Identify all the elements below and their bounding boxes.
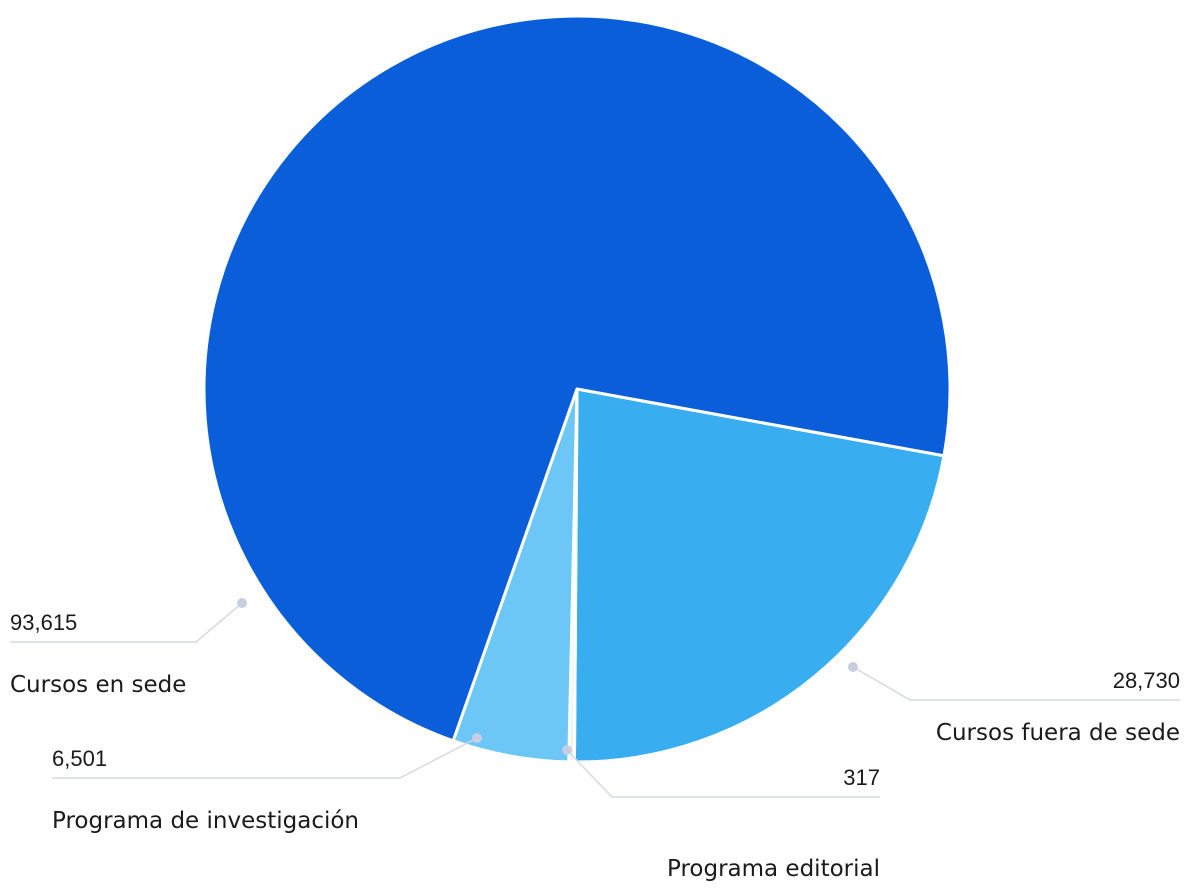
labels-layer: 28,730 Cursos fuera de sede 317 Programa ed… bbox=[10, 598, 1180, 882]
slice-name-label: Cursos en sede bbox=[10, 672, 186, 698]
leader-dot bbox=[472, 733, 482, 743]
leader-line bbox=[10, 602, 243, 643]
slice-name-label: Programa de investigación bbox=[52, 808, 359, 834]
slice-label-programa-editorial: 317 Programa editorial bbox=[562, 745, 880, 882]
slice-value-label: 28,730 bbox=[1113, 668, 1180, 693]
pie-slice-cursos-en-sede bbox=[202, 14, 952, 743]
leader-line bbox=[52, 737, 478, 779]
leader-line bbox=[852, 666, 1180, 701]
leader-dot bbox=[237, 598, 247, 608]
slice-name-label: Cursos fuera de sede bbox=[936, 720, 1180, 746]
leader-dot bbox=[848, 662, 858, 672]
leader-line bbox=[566, 749, 880, 798]
slice-label-cursos-fuera-de-sede: 28,730 Cursos fuera de sede bbox=[848, 662, 1180, 746]
slice-value-label: 317 bbox=[843, 765, 880, 790]
pie-slice-cursos-fuera-de-sede bbox=[572, 387, 946, 764]
leader-dot bbox=[562, 745, 572, 755]
slice-value-label: 93,615 bbox=[10, 610, 77, 635]
slices-layer bbox=[202, 14, 952, 764]
slice-label-cursos-en-sede: 93,615 Cursos en sede bbox=[10, 598, 247, 698]
slice-value-label: 6,501 bbox=[52, 746, 107, 771]
slice-name-label: Programa editorial bbox=[667, 856, 880, 882]
slice-label-programa-de-investigacion: 6,501 Programa de investigación bbox=[52, 733, 482, 834]
